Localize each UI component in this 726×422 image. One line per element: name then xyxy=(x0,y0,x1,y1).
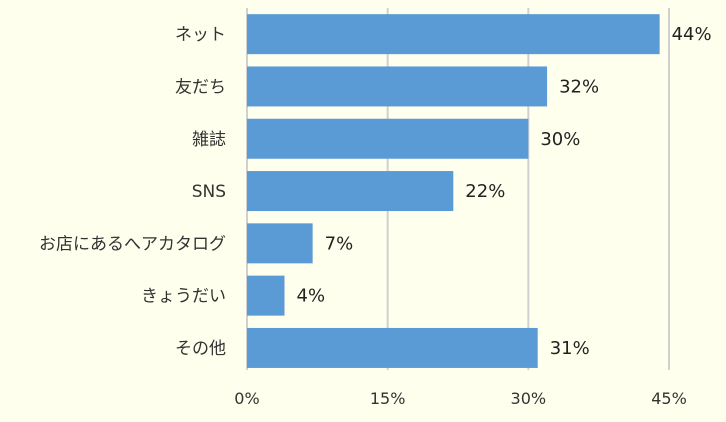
data-label: 32% xyxy=(559,76,599,97)
bar xyxy=(247,223,313,264)
x-tick-label: 30% xyxy=(511,389,547,408)
category-label: ネット xyxy=(175,25,226,45)
data-labels: 44% 32% 30% 22% 7% 4% 31% xyxy=(297,24,712,359)
category-label: SNS xyxy=(192,182,226,202)
category-label: お店にあるへアカタログ xyxy=(39,234,226,254)
bar xyxy=(247,275,285,316)
data-label: 44% xyxy=(672,24,712,45)
x-tick-label: 0% xyxy=(234,389,259,408)
bar xyxy=(247,66,548,107)
bar xyxy=(247,171,454,212)
x-tick-label: 15% xyxy=(370,389,406,408)
data-label: 7% xyxy=(325,233,354,254)
data-label: 22% xyxy=(465,181,505,202)
bars xyxy=(247,14,660,368)
category-label: その他 xyxy=(175,339,226,359)
x-tick-labels: 0% 15% 30% 45% xyxy=(234,389,686,408)
bar xyxy=(247,14,660,55)
x-tick-label: 45% xyxy=(651,389,687,408)
category-label: 雑誌 xyxy=(192,130,226,150)
bar xyxy=(247,327,538,368)
category-label: 友だち xyxy=(175,77,226,97)
data-label: 30% xyxy=(540,129,580,150)
data-label: 31% xyxy=(550,338,590,359)
bar xyxy=(247,118,529,159)
data-label: 4% xyxy=(297,286,326,307)
category-label: きょうだい xyxy=(141,287,226,307)
